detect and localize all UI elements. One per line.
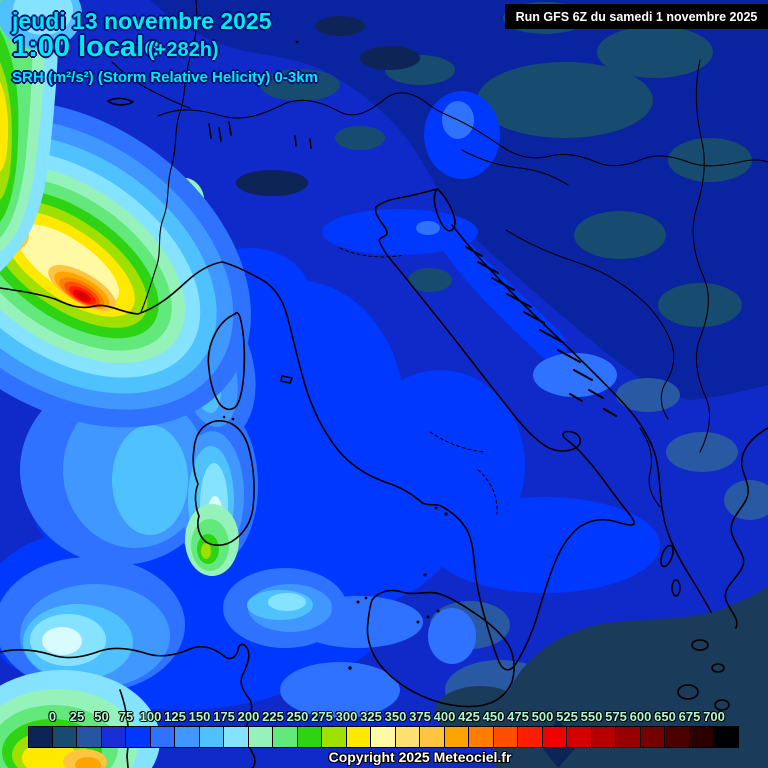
colorbar-label: 300	[335, 709, 358, 724]
colorbar-box	[224, 726, 249, 748]
colorbar-label: 175	[213, 709, 235, 724]
colorbar-label: 250	[286, 709, 309, 724]
coastlines	[0, 40, 768, 768]
valid-time-label: 1:00 locale	[12, 31, 161, 63]
colorbar-label: 475	[507, 709, 529, 724]
colorbar-box	[199, 726, 224, 748]
model-run-label: Run GFS 6Z du samedi 1 novembre 2025	[515, 9, 758, 24]
colorbar-box	[591, 726, 616, 748]
colorbar-box	[689, 726, 714, 748]
colorbar-label: 275	[311, 709, 333, 724]
colorbar-label: 700	[703, 709, 725, 724]
colorbar-box	[150, 726, 175, 748]
valid-date-label: jeudi 13 novembre 2025	[12, 8, 272, 34]
colorbar-box	[493, 726, 518, 748]
colorbar-label: 450	[482, 709, 505, 724]
parameter-label: SRH (m²/s²) (Storm Relative Helicity) 0-…	[12, 69, 318, 86]
colorbar-box	[444, 726, 469, 748]
colorbar-box	[518, 726, 543, 748]
colorbar-box	[175, 726, 200, 748]
colorbar-box	[126, 726, 151, 748]
colorbar-box	[420, 726, 445, 748]
colorbar-boxes	[28, 726, 739, 748]
colorbar-box	[322, 726, 347, 748]
colorbar-box	[371, 726, 396, 748]
colorbar-label: 50	[94, 709, 109, 724]
colorbar-box	[542, 726, 567, 748]
colorbar-label: 0	[48, 709, 57, 724]
colorbar-box	[395, 726, 420, 748]
country-borders	[111, 0, 768, 515]
colorbar-label: 550	[580, 709, 603, 724]
colorbar-box	[616, 726, 641, 748]
colorbar-label: 150	[188, 709, 211, 724]
colorbar-label: 325	[360, 709, 382, 724]
colorbar-box	[640, 726, 665, 748]
colorbar-labels: 0 25 50 75 100 125 150 175 200 225 250 275 300 325 350…	[0, 709, 768, 725]
colorbar-box	[346, 726, 371, 748]
colorbar-box	[665, 726, 690, 748]
model-run-box: Run GFS 6Z du samedi 1 novembre 2025	[505, 4, 768, 29]
colorbar-label: 225	[262, 709, 284, 724]
colorbar-box	[52, 726, 77, 748]
colorbar-box	[469, 726, 494, 748]
colorbar-label: 125	[164, 709, 186, 724]
colorbar-box	[101, 726, 126, 748]
colorbar-box	[567, 726, 592, 748]
colorbar-label: 75	[118, 709, 134, 724]
colorbar-label: 400	[433, 709, 456, 724]
colorbar-label: 675	[678, 709, 701, 724]
colorbar-box	[248, 726, 273, 748]
colorbar-box	[77, 726, 102, 748]
colorbar-label: 350	[384, 709, 407, 724]
colorbar-label: 425	[458, 709, 480, 724]
colorbar-label: 650	[654, 709, 676, 724]
colorbar-label: 100	[139, 709, 162, 724]
copyright-label: Copyright 2025 Meteociel.fr	[328, 749, 512, 765]
colorbar-box	[28, 726, 53, 748]
colorbar-label: 575	[605, 709, 627, 724]
forecast-offset-label: (+282h)	[148, 39, 219, 61]
colorbar-box	[273, 726, 298, 748]
colorbar-label: 600	[629, 709, 652, 724]
colorbar-label: 375	[409, 709, 431, 724]
colorbar-box	[714, 726, 739, 748]
colorbar-label: 525	[556, 709, 578, 724]
colorbar-label: 25	[69, 709, 85, 724]
colorbar-box	[297, 726, 322, 748]
colorbar-label: 500	[531, 709, 554, 724]
colorbar-label: 200	[237, 709, 260, 724]
